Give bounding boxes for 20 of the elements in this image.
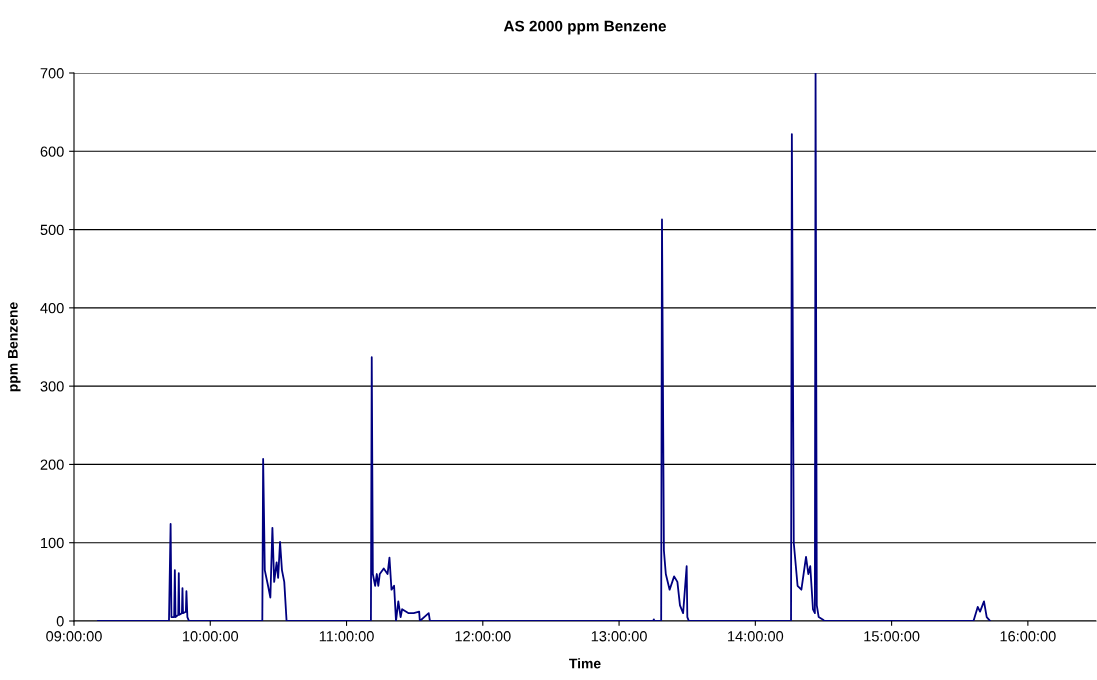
x-tick-label: 16:00:00 (1000, 631, 1056, 642)
chart-title: AS 2000 ppm Benzene (503, 20, 666, 35)
x-tick-label: 15:00:00 (864, 631, 920, 642)
x-tick-label: 13:00:00 (591, 631, 647, 642)
x-axis-title: Time (569, 658, 601, 669)
y-tick-label: 100 (41, 537, 64, 549)
y-tick-label: 600 (40, 146, 64, 157)
x-tick-label: 12:00:00 (455, 631, 511, 642)
y-tick-label: 700 (40, 68, 64, 79)
x-tick-label: 11:00:00 (319, 631, 374, 642)
x-tick-label: 10:00:00 (183, 631, 239, 642)
x-tick-label: 14:00:00 (728, 631, 784, 642)
y-axis-title: ppm Benzene (8, 302, 21, 392)
x-tick-label: 09:00:00 (46, 631, 102, 642)
y-tick-label: 0 (56, 616, 64, 627)
y-tick-label: 300 (40, 381, 64, 392)
y-tick-label: 400 (40, 302, 64, 314)
y-tick-label: 500 (40, 224, 64, 235)
y-tick-label: 200 (40, 459, 64, 470)
line-series (97, 73, 992, 621)
